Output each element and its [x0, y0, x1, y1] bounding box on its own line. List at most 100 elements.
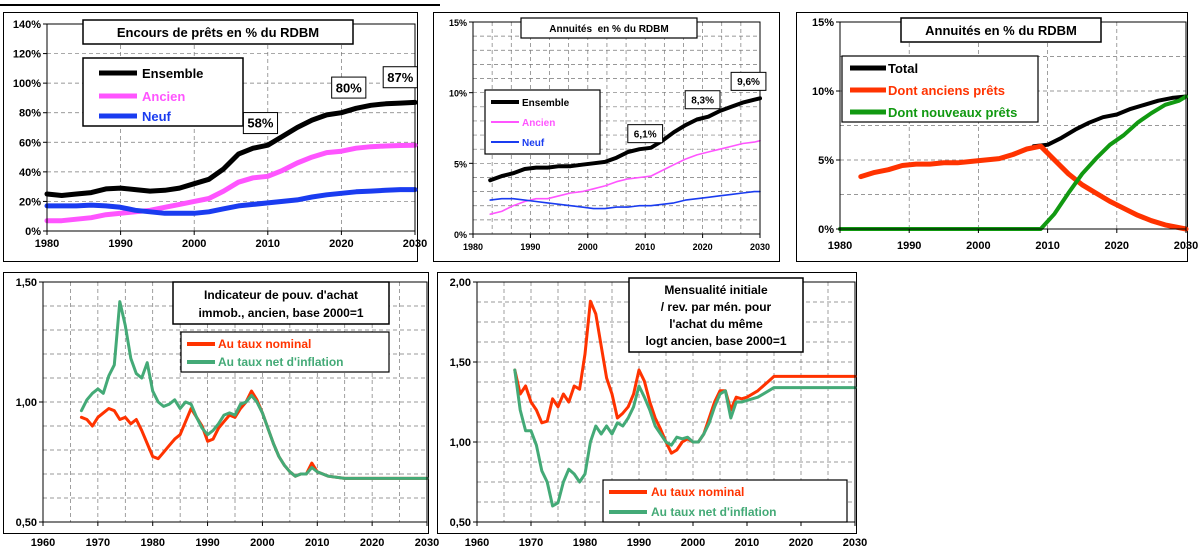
chart-title-line-2: / rev. par mén. pour — [661, 300, 772, 314]
x-tick-label: 1990 — [627, 537, 651, 549]
chart-mensualite-initiale: 1960 1970 1980 1990 2000 2010 2020 2030 0,50 1,00… — [437, 272, 867, 549]
series-line-1 — [858, 143, 1189, 232]
y-tick-label: 100% — [13, 78, 41, 90]
legend-label-net-inflation: Au taux net d'inflation — [218, 355, 344, 369]
series-line-2 — [838, 94, 1188, 231]
series-line-1 — [79, 300, 429, 480]
x-tick-label: 2010 — [735, 537, 759, 549]
legend-label-ancien: Ancien — [142, 89, 185, 104]
axis-ticks: 1980 1990 2000 2010 2020 2030 0% 5% 10% 15% — [812, 17, 1198, 252]
x-tick-label: 2020 — [1105, 240, 1129, 252]
y-tick-label: 120% — [13, 49, 41, 61]
x-tick-label: 2020 — [329, 238, 353, 250]
x-tick-label: 2030 — [403, 238, 427, 250]
y-tick-label: 1,50 — [16, 277, 37, 289]
chart-encours-prets: 1980 1990 2000 2010 2020 2030 0% 20% 40% 60% 80% 10… — [3, 12, 427, 262]
y-tick-label: 80% — [19, 108, 41, 120]
header-rule — [0, 4, 440, 6]
x-tick-label: 1960 — [31, 537, 55, 549]
x-tick-label: 2030 — [843, 537, 867, 549]
annotation-box — [730, 71, 767, 91]
x-tick-label: 1960 — [465, 537, 489, 549]
series-layer — [838, 94, 1189, 232]
y-tick-label: 40% — [19, 167, 41, 179]
y-tick-label: 1,00 — [450, 437, 471, 449]
chart-annuites-detail: 1980 1990 2000 2010 2020 2030 0% 5% 10% 15% 6,1% 8… — [433, 12, 780, 262]
annotation-label: 80% — [336, 80, 362, 95]
legend-label-total: Total — [888, 61, 918, 76]
chart-title-line-1: Mensualité initiale — [664, 283, 768, 297]
series-line-1 — [44, 142, 418, 224]
y-tick-label: 2,00 — [450, 277, 471, 289]
chart-title-box: Mensualité initiale / rev. par mén. pour… — [628, 277, 804, 353]
y-tick-label: 140% — [13, 19, 41, 31]
y-tick-label: 15% — [449, 18, 467, 28]
annotation-box — [331, 76, 367, 99]
annotation-label: 8,3% — [691, 95, 714, 106]
x-tick-label: 1990 — [108, 238, 132, 250]
x-tick-label: 1990 — [195, 537, 219, 549]
x-tick-label: 1980 — [573, 537, 597, 549]
x-tick-label: 2020 — [789, 537, 813, 549]
legend-label-nouveaux: Dont nouveaux prêts — [888, 105, 1017, 120]
chart-annuites-anciens-nouveaux: 1980 1990 2000 2010 2020 2030 0% 5% 10% 15% Annui… — [796, 12, 1198, 262]
chart-title: Annuités en % du RDBM — [925, 23, 1077, 38]
annotation-label: 87% — [387, 70, 413, 85]
x-tick-label: 2030 — [415, 537, 439, 549]
x-tick-label: 1970 — [519, 537, 543, 549]
legend-label-anciens: Dont anciens prêts — [888, 83, 1005, 98]
legend: Total Dont anciens prêts Dont nouveaux p… — [841, 55, 1039, 123]
x-tick-label: 2000 — [681, 537, 705, 549]
series-line-1 — [513, 368, 857, 508]
axis-ticks: 1960 1970 1980 1990 2000 2010 2020 2030 0,50 1,00… — [450, 277, 868, 549]
y-tick-label: 0% — [454, 230, 467, 240]
x-tick-label: 2010 — [635, 242, 655, 252]
annotation-box — [382, 66, 418, 89]
chart-title-line-3: l'achat du même — [669, 317, 763, 331]
x-tick-label: 2000 — [182, 238, 206, 250]
chart-title-box: Indicateur de pouv. d'achat immob., anci… — [172, 281, 390, 325]
annotation-box — [627, 124, 664, 144]
chart-pouvoir-achat: 1960 1970 1980 1990 2000 2010 2020 2030 0,50 1,00… — [3, 272, 439, 549]
series-line-0 — [44, 99, 418, 198]
chart-title: Annuités en % du RDBM — [549, 24, 668, 35]
annotations: 6,1% 8,3% 9,6% — [627, 71, 767, 144]
x-tick-label: 2000 — [966, 240, 990, 252]
y-tick-label: 60% — [19, 137, 41, 149]
annotation-label: 9,6% — [737, 77, 760, 88]
chart-title: Encours de prêts en % du RDBM — [117, 25, 319, 40]
legend-label-ancien: Ancien — [522, 118, 555, 129]
y-tick-label: 20% — [19, 196, 41, 208]
series-line-2 — [44, 187, 418, 216]
series-line-0 — [1031, 94, 1188, 149]
y-tick-label: 0,50 — [16, 517, 37, 529]
y-tick-label: 15% — [812, 17, 834, 29]
annotation-box — [684, 90, 721, 110]
legend-label-neuf: Neuf — [142, 109, 172, 124]
series-layer — [44, 99, 418, 224]
legend-label-ensemble: Ensemble — [522, 98, 570, 109]
series-line-1 — [489, 139, 761, 215]
axis-ticks: 1980 1990 2000 2010 2020 2030 0% 5% 10% 15% — [449, 18, 770, 252]
legend-label-net-inflation: Au taux net d'inflation — [651, 505, 777, 519]
x-tick-label: 2030 — [1174, 240, 1198, 252]
series-layer — [513, 299, 857, 508]
legend: Ensemble Ancien Neuf — [484, 89, 601, 155]
chart-title-line-2: immob., ancien, base 2000=1 — [198, 306, 363, 320]
y-tick-label: 1,50 — [450, 357, 471, 369]
chart-title-box: Annuités en % du RDBM — [520, 17, 698, 39]
series-layer — [488, 96, 762, 215]
series-line-0 — [488, 96, 762, 183]
y-tick-label: 0,50 — [450, 517, 471, 529]
chart-title-box: Annuités en % du RDBM — [900, 17, 1102, 43]
x-tick-label: 2020 — [360, 537, 384, 549]
x-tick-label: 1990 — [520, 242, 540, 252]
x-tick-label: 1970 — [86, 537, 110, 549]
legend-label-nominal: Au taux nominal — [218, 337, 311, 351]
x-tick-label: 1980 — [463, 242, 483, 252]
annotation-label: 58% — [247, 116, 273, 131]
chart-frame — [796, 12, 1188, 262]
x-tick-label: 2010 — [256, 238, 280, 250]
x-tick-label: 2010 — [305, 537, 329, 549]
y-tick-label: 1,00 — [16, 397, 37, 409]
